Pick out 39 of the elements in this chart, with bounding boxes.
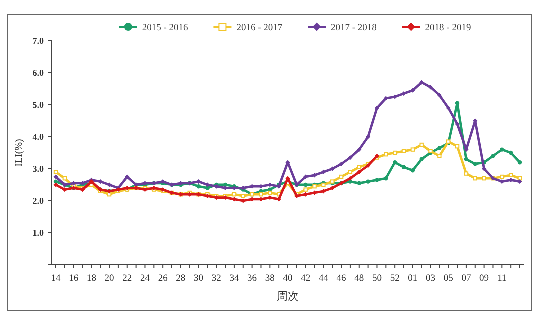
y-tick-label: 5.0 [32, 100, 44, 110]
y-tick-label: 7.0 [32, 36, 44, 46]
x-tick-label: 26 [158, 274, 168, 284]
x-tick-label: 24 [140, 274, 150, 284]
x-tick-label: 01 [408, 274, 418, 284]
x-tick-label: 05 [444, 274, 454, 284]
x-tick-label: 34 [230, 274, 240, 284]
y-tick-label: 4.0 [32, 132, 44, 142]
x-tick-label: 48 [354, 274, 364, 284]
x-tick-label: 40 [283, 274, 293, 284]
x-tick-label: 16 [69, 274, 79, 284]
legend-label: 2017 - 2018 [331, 24, 378, 34]
x-tick-label: 20 [104, 274, 115, 284]
x-tick-label: 36 [248, 274, 258, 284]
x-tick-label: 18 [86, 274, 97, 284]
x-tick-label: 32 [212, 274, 222, 284]
legend-label: 2018 - 2019 [425, 24, 472, 34]
x-tick-label: 52 [390, 274, 400, 284]
x-tick-label: 44 [318, 274, 329, 284]
x-tick-label: 07 [462, 274, 472, 284]
legend-label: 2015 - 2016 [142, 24, 189, 34]
x-tick-label: 50 [372, 274, 382, 284]
x-tick-label: 09 [480, 274, 490, 284]
y-tick-label: 2.0 [32, 196, 44, 206]
y-tick-label: 6.0 [32, 68, 44, 78]
x-tick-label: 38 [265, 274, 276, 284]
y-axis-title: ILI(%) [14, 139, 25, 167]
x-tick-label: 03 [426, 274, 436, 284]
x-tick-label: 46 [336, 274, 347, 284]
x-tick-label: 11 [498, 274, 507, 284]
x-axis-title: 周次 [277, 290, 299, 303]
x-tick-label: 14 [51, 274, 61, 284]
y-tick-label: 1.0 [32, 228, 44, 238]
x-tick-label: 22 [122, 274, 132, 284]
x-tick-label: 28 [176, 274, 186, 284]
x-tick-label: 30 [194, 274, 204, 284]
legend-label: 2016 - 2017 [236, 24, 283, 34]
x-tick-label: 42 [301, 274, 311, 284]
y-tick-label: 3.0 [32, 164, 44, 174]
